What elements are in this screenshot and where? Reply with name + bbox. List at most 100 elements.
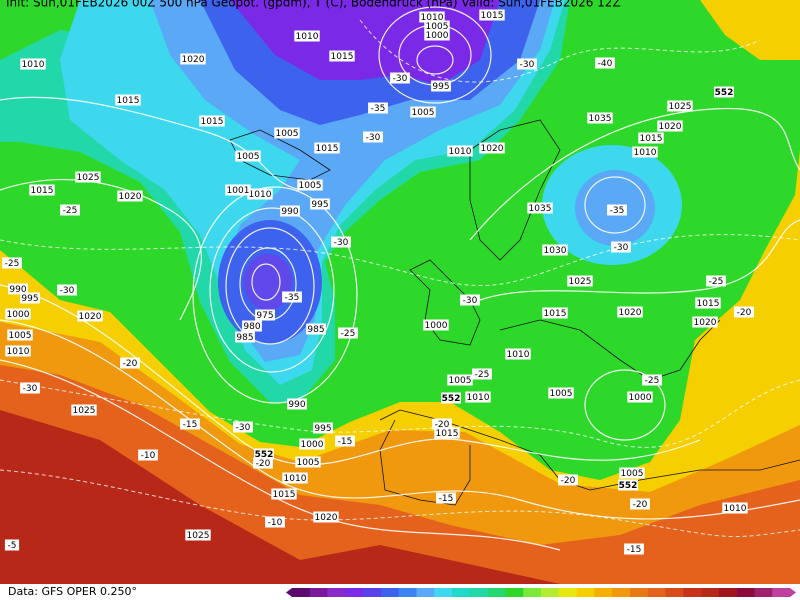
isobar-label-box <box>505 348 531 360</box>
temperature-label-box <box>517 58 537 70</box>
temperature-label: -25 <box>645 376 660 386</box>
isobar-label-box <box>419 11 445 23</box>
temperature-label: -30 <box>393 74 408 84</box>
temperature-label: -15 <box>338 437 353 447</box>
isobar-label: 1010 <box>724 504 747 514</box>
isobar-label-box <box>313 511 339 523</box>
isobar-label-box <box>465 391 491 403</box>
isobar-label-box <box>77 310 103 322</box>
isobar-label-box <box>638 132 664 144</box>
isobar-label: 1030 <box>544 246 567 256</box>
isobar-label-box <box>282 472 308 484</box>
isobar-label: 1035 <box>589 114 612 124</box>
isobar-label-box <box>667 100 693 112</box>
temperature-label: -10 <box>141 451 156 461</box>
isobar-label-box <box>242 320 262 332</box>
isobar-label: 1015 <box>273 490 296 500</box>
isobar-label: 995 <box>314 424 331 434</box>
footer-source: Data: GFS OPER 0.250° <box>8 585 137 598</box>
temperature-label-box <box>630 498 650 510</box>
isobar-label: 990 <box>288 400 305 410</box>
temperature-label-box <box>20 382 40 394</box>
isobar-label: 1005 <box>412 108 435 118</box>
isobar-label: 1025 <box>669 102 692 112</box>
temperature-label: -30 <box>614 243 629 253</box>
temperature-field <box>244 254 292 310</box>
colorbar-swatch <box>647 588 666 597</box>
isobar-label: 1020 <box>119 192 142 202</box>
coastlines <box>229 119 800 506</box>
isobar-label: 1005 <box>297 458 320 468</box>
colorbar-swatch <box>398 588 417 597</box>
isobar-label: 985 <box>307 325 324 335</box>
temperature-label-box <box>611 241 631 253</box>
isobar-label-box <box>479 9 505 21</box>
isobar-label-box <box>274 127 300 139</box>
isobar-label: 1000 <box>7 310 30 320</box>
isobar-label-box <box>434 427 460 439</box>
isobar-label: 1010 <box>284 474 307 484</box>
temperature-label: -20 <box>561 476 576 486</box>
isobar-label: 995 <box>432 82 449 92</box>
temperature-label-box <box>60 204 80 216</box>
isobar-label: 1020 <box>182 55 205 65</box>
colorbar-swatch <box>380 588 400 597</box>
colorbar-swatch <box>416 588 435 597</box>
colorbar-swatch <box>701 588 720 597</box>
isobar-label: 1000 <box>629 393 652 403</box>
isobar-label: 1000 <box>301 440 324 450</box>
isobar-label: 1005 <box>550 389 573 399</box>
isobar-label: 1015 <box>640 134 663 144</box>
colorbar-swatch <box>754 588 773 597</box>
isobar-label: 985 <box>236 333 253 343</box>
isobar-label-box <box>619 467 645 479</box>
isobar-label-box <box>548 387 574 399</box>
geopotential-label: 552 <box>255 450 274 460</box>
isobar-label-box <box>247 188 273 200</box>
isobar-label-box <box>617 306 643 318</box>
temperature-label-box <box>734 306 754 318</box>
isobar-label: 1005 <box>9 331 32 341</box>
colorbar-swatch <box>683 588 702 597</box>
isobar-label-box <box>410 106 436 118</box>
temperature-label-box <box>138 449 158 461</box>
isobar-label: 1015 <box>436 429 459 439</box>
temperature-label: -20 <box>256 459 271 469</box>
temperature-label-box <box>2 257 22 269</box>
temperature-label-box <box>233 421 253 433</box>
isobar-label: 1010 <box>449 147 472 157</box>
isobar-label-box <box>632 146 658 158</box>
colorbar-swatch <box>469 588 488 597</box>
isobar-label-box <box>299 438 325 450</box>
colorbar-swatch <box>327 588 346 597</box>
isobar-label-box <box>5 345 31 357</box>
isobar-label-box <box>185 529 211 541</box>
temperature-label: -20 <box>435 420 450 430</box>
temperature-label: -30 <box>334 238 349 248</box>
isobar-label-box <box>235 331 255 343</box>
colorbar-swatch <box>576 588 595 597</box>
isobar-label: 1015 <box>331 52 354 62</box>
temperature-label-box <box>331 236 351 248</box>
isobar-label: 1020 <box>694 318 717 328</box>
temperature-label: -35 <box>285 293 300 303</box>
isobar-label: 1015 <box>117 96 140 106</box>
isotherms <box>0 19 800 538</box>
isobar-label-box <box>29 184 55 196</box>
isobar-label: 1015 <box>201 117 224 127</box>
temperature-label: -30 <box>520 60 535 70</box>
isobar-label-box <box>235 150 261 162</box>
temperature-label-box <box>436 492 456 504</box>
geopotential-label-box <box>254 448 274 460</box>
isobar-label-box <box>692 316 718 328</box>
isobar-label: 1005 <box>621 469 644 479</box>
isobar-label-box <box>424 20 450 32</box>
geopotential-label: 552 <box>715 88 734 98</box>
isobar-label: 1010 <box>249 190 272 200</box>
isobar-label-box <box>294 30 320 42</box>
isobar-label-box <box>587 112 613 124</box>
isobar-label: 990 <box>9 285 26 295</box>
temperature-label: -20 <box>737 308 752 318</box>
isobar-label: 1010 <box>421 13 444 23</box>
